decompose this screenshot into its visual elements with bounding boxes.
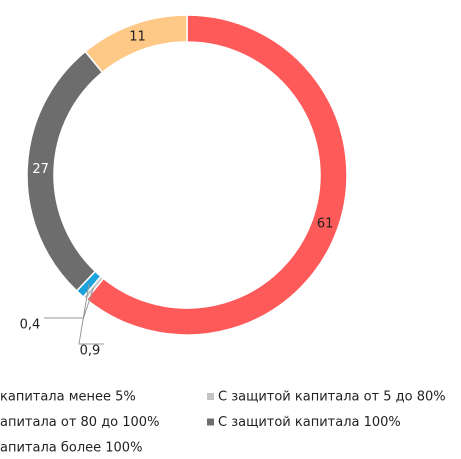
data-label: 0,9 [80,344,101,359]
legend-label: апитала более 100% [0,441,142,456]
legend-label: С защитой капитала 100% [218,415,401,430]
legend-marker [207,393,214,400]
leader-line [78,283,104,345]
data-label: 11 [129,30,146,45]
data-label: 27 [32,162,49,177]
legend-marker [207,418,214,426]
legend-label: капитала менее 5% [0,390,136,405]
donut-slice [84,14,188,74]
legend-label: С защитой капитала от 5 до 80% [218,390,446,405]
donut-slice [85,14,348,336]
legend-label: апитала от 80 до 100% [0,415,159,430]
data-label: 0,4 [20,318,41,333]
data-label: 61 [317,216,334,231]
